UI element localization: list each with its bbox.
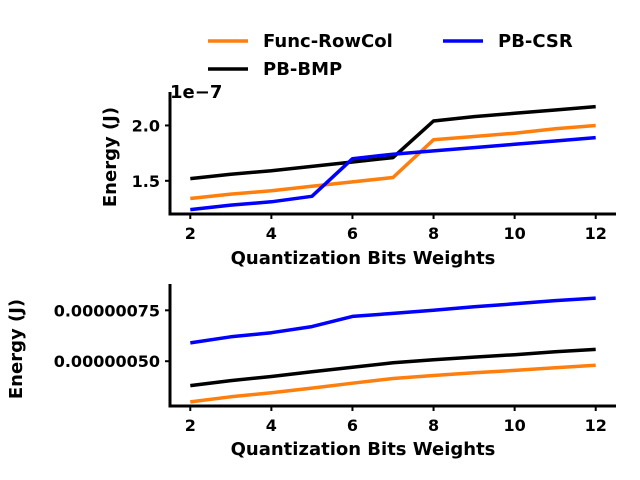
y-tick-label: 1.5	[132, 172, 160, 191]
x-tick-label: 6	[347, 416, 358, 435]
x-tick-label: 8	[428, 224, 439, 243]
x-tick-label: 4	[266, 416, 277, 435]
series-line-pb-csr	[190, 296, 596, 345]
x-tick-label: 12	[585, 416, 607, 435]
x-tick-label: 10	[504, 416, 526, 435]
x-tick-label: 10	[504, 224, 526, 243]
x-tick-label: 2	[185, 416, 196, 435]
legend-label-pb-bmp: PB-BMP	[263, 59, 342, 80]
x-tick-label: 12	[585, 224, 607, 243]
y-axis-label: Energy (J)	[6, 299, 27, 399]
bottom-panel: 2 4 6 8 10 12 0.00000050 0.00000075 Quantization…	[6, 284, 616, 460]
x-tick-label: 2	[185, 224, 196, 243]
y-axis-label: Energy (J)	[100, 107, 121, 207]
top-panel: 2 4 6 8 10 12 1.5 2.0 1e−7 Quantization Bits Weig…	[100, 82, 616, 269]
y-tick-label: 0.00000050	[54, 352, 160, 371]
series-line-pb-bmp	[190, 347, 596, 388]
x-tick-label: 4	[266, 224, 277, 243]
y-tick-label: 2.0	[132, 116, 160, 135]
series-line-func-rowcol	[190, 363, 596, 404]
x-axis-label: Quantization Bits Weights	[231, 248, 496, 269]
series-line-pb-bmp	[190, 104, 596, 181]
legend-label-func-rowcol: Func-RowCol	[263, 31, 393, 52]
legend-label-pb-csr: PB-CSR	[498, 31, 573, 52]
legend: Func-RowCol PB-BMP PB-CSR	[208, 31, 573, 80]
y-tick-label: 0.00000075	[54, 301, 160, 320]
x-tick-label: 8	[428, 416, 439, 435]
series-line-pb-csr	[190, 135, 596, 212]
y-offset-label: 1e−7	[170, 82, 222, 103]
series-line-func-rowcol	[190, 123, 596, 201]
x-tick-label: 6	[347, 224, 358, 243]
x-axis-label: Quantization Bits Weights	[231, 439, 496, 460]
